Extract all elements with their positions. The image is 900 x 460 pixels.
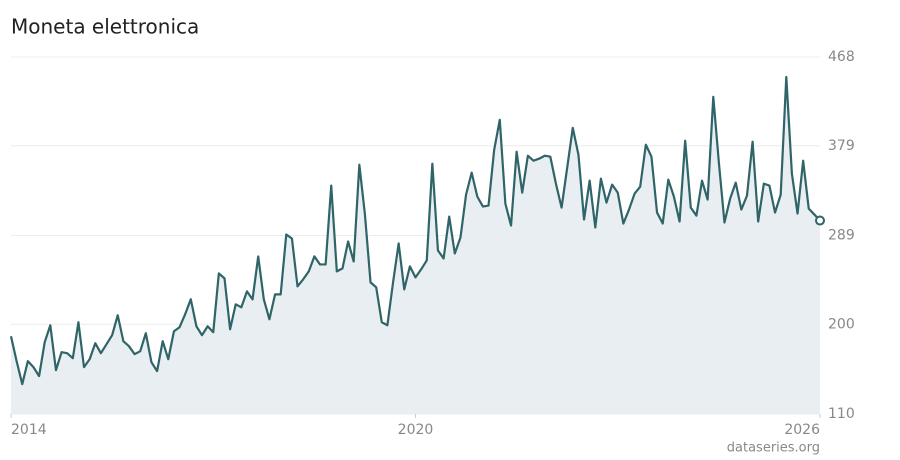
x-tick-label: 2026 [784,422,820,438]
y-tick-label: 289 [828,228,855,244]
end-marker [815,215,825,226]
x-tick-label: 2020 [398,422,434,438]
y-tick-label: 468 [828,49,855,65]
source: dataseries.org [727,441,820,456]
line [9,75,821,386]
area [11,76,820,414]
y-tick-label: 200 [828,316,855,332]
chart-title: Moneta elettronica [11,15,199,39]
y-tick-label: 379 [828,138,855,154]
x-tick-label: 2014 [11,422,47,438]
y-tick-label: 110 [828,406,855,422]
